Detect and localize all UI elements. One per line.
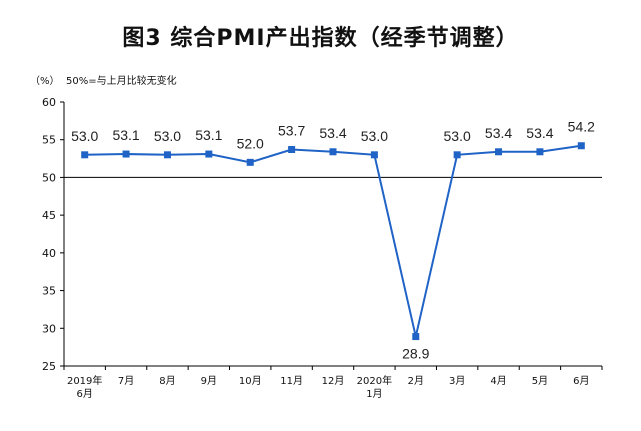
x-tick-label-10: 4月	[490, 375, 506, 387]
data-point-12	[577, 142, 585, 150]
y-tick-label-25: 25	[42, 360, 56, 373]
data-label-5: 53.7	[278, 123, 305, 139]
x-tick-label-12: 6月	[573, 375, 589, 387]
data-label-0: 53.0	[71, 128, 98, 144]
data-label-12: 54.2	[568, 119, 595, 135]
y-tick-label-55: 55	[42, 134, 56, 147]
data-point-9	[453, 151, 461, 159]
data-point-10	[495, 148, 503, 156]
data-point-11	[536, 148, 544, 156]
data-label-10: 53.4	[485, 125, 512, 141]
data-label-2: 53.0	[154, 128, 181, 144]
data-point-8	[412, 333, 420, 341]
series-line-0	[84, 144, 582, 337]
y-axis-unit: （%）	[30, 76, 60, 87]
data-point-7	[370, 151, 378, 159]
data-point-4	[246, 158, 254, 166]
y-tick-label-40: 40	[42, 247, 56, 260]
y-tick-label-50: 50	[42, 171, 56, 184]
x-tick-label-6: 12月	[322, 375, 345, 387]
data-point-1	[122, 150, 130, 158]
data-label-9: 53.0	[444, 128, 471, 144]
data-label-4: 52.0	[237, 135, 264, 151]
data-point-6	[329, 148, 337, 156]
x-tick-label-11: 5月	[532, 375, 548, 387]
y-tick-label-30: 30	[42, 322, 56, 335]
data-point-3	[205, 150, 213, 158]
data-point-5	[288, 146, 296, 154]
x-tick-label-3: 9月	[201, 375, 217, 387]
chart-title: 图3 综合PMI产出指数（经季节调整）	[122, 26, 519, 51]
x-tick-label-8: 2月	[408, 375, 424, 387]
data-point-0	[81, 151, 89, 159]
x-tick-label-1: 7月	[118, 375, 134, 387]
x-tick-label-2: 8月	[159, 375, 175, 387]
reference-note: 50%=与上月比较无变化	[66, 76, 177, 87]
y-tick-label-35: 35	[42, 285, 56, 298]
data-label-7: 53.0	[361, 128, 388, 144]
y-tick-label-60: 60	[42, 96, 56, 109]
x-tick-label-0: 2019年 6月	[67, 374, 102, 400]
x-tick-label-7: 2020年 1月	[357, 374, 392, 400]
x-tick-label-4: 10月	[239, 375, 262, 387]
data-label-3: 53.1	[195, 127, 222, 143]
data-label-1: 53.1	[112, 127, 139, 143]
data-label-11: 53.4	[526, 125, 553, 141]
data-point-2	[163, 151, 171, 159]
data-label-6: 53.4	[319, 125, 346, 141]
x-tick-label-5: 11月	[280, 375, 303, 387]
data-label-8: 28.9	[402, 346, 429, 362]
x-tick-label-9: 3月	[449, 375, 465, 387]
y-tick-label-45: 45	[42, 209, 56, 222]
